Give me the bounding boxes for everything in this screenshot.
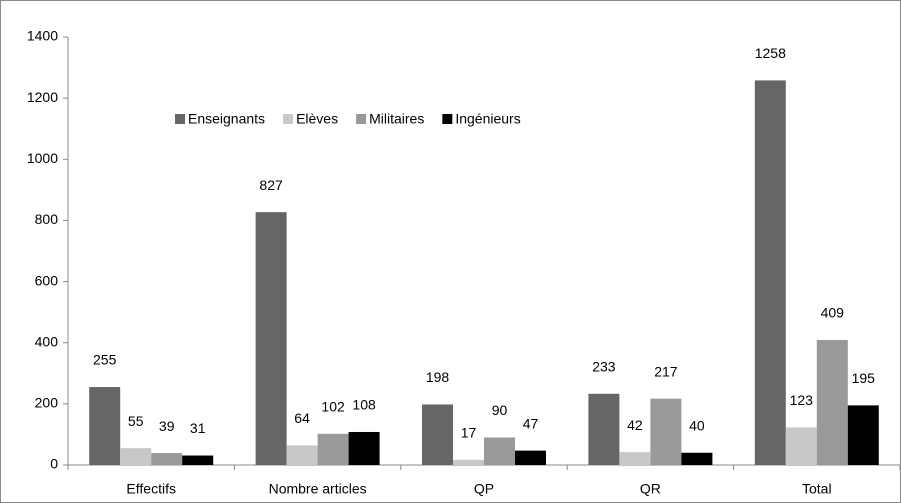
- value-label: 102: [321, 399, 345, 415]
- y-tick-label: 1200: [27, 89, 58, 105]
- value-label: 39: [159, 418, 175, 434]
- bar: [619, 452, 651, 465]
- bar: [182, 455, 214, 465]
- x-tick-label: Nombre articles: [269, 481, 367, 497]
- value-label: 90: [492, 402, 508, 418]
- bar: [816, 339, 848, 465]
- legend-label: Enseignants: [188, 111, 265, 127]
- y-tick-label: 400: [35, 333, 59, 349]
- value-label: 47: [523, 415, 539, 431]
- bar: [286, 445, 318, 465]
- value-label: 233: [592, 358, 616, 374]
- bar: [255, 212, 287, 465]
- bar: [650, 398, 682, 465]
- legend-swatch: [283, 114, 294, 124]
- legend-label: Elèves: [296, 111, 338, 127]
- legend-swatch: [356, 114, 367, 124]
- bar: [120, 448, 152, 465]
- bar: [348, 431, 380, 465]
- value-label: 195: [852, 370, 876, 386]
- value-label: 64: [294, 410, 310, 426]
- value-label: 40: [689, 417, 705, 433]
- bar: [681, 452, 713, 465]
- y-tick-label: 600: [35, 272, 59, 288]
- legend-label: Militaires: [369, 111, 424, 127]
- y-tick-label: 0: [50, 456, 58, 472]
- value-label: 55: [128, 413, 144, 429]
- x-tick-label: QP: [474, 481, 494, 497]
- value-label: 1258: [755, 45, 786, 61]
- value-label: 108: [352, 397, 376, 413]
- value-label: 31: [190, 420, 206, 436]
- bar: [422, 404, 453, 465]
- bar: [515, 450, 546, 465]
- bar: [317, 433, 349, 465]
- x-tick-label: Total: [802, 481, 832, 497]
- legend-label: Ingénieurs: [455, 111, 520, 127]
- y-tick-label: 1000: [27, 150, 58, 166]
- bar: [847, 405, 879, 465]
- bar: [785, 427, 817, 465]
- value-label: 255: [93, 352, 117, 368]
- bar: [89, 387, 121, 465]
- value-label: 123: [790, 392, 814, 408]
- bar: [151, 453, 183, 465]
- bar: [754, 80, 786, 465]
- bar: [484, 437, 515, 465]
- bar: [588, 393, 620, 465]
- y-tick-label: 800: [35, 211, 59, 227]
- legend-swatch: [442, 114, 453, 124]
- y-tick-label: 1400: [27, 28, 58, 44]
- x-tick-label: Effectifs: [126, 481, 176, 497]
- bar: [453, 459, 484, 465]
- value-label: 17: [461, 425, 477, 441]
- value-label: 198: [426, 369, 450, 385]
- legend-swatch: [175, 114, 185, 124]
- value-label: 42: [627, 417, 643, 433]
- value-label: 827: [259, 177, 283, 193]
- value-label: 409: [821, 305, 845, 321]
- y-tick-label: 200: [35, 395, 59, 411]
- x-tick-label: QR: [640, 481, 661, 497]
- value-label: 217: [654, 363, 678, 379]
